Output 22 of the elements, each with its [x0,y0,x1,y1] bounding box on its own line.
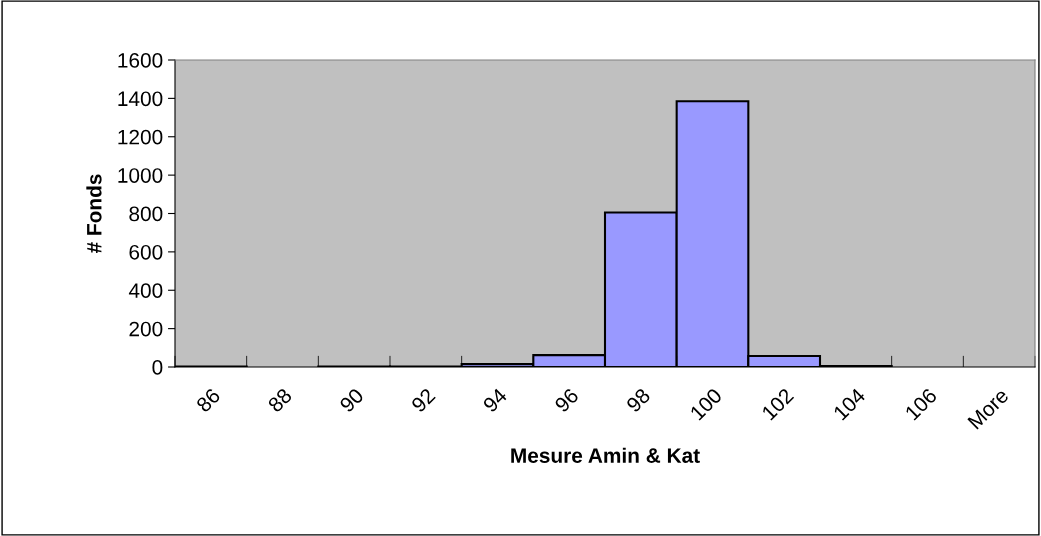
y-tick-label: 600 [129,244,163,260]
x-tick-label: 94 [482,387,508,413]
x-tick-label: 90 [338,387,365,413]
y-tick-label: 1400 [118,91,163,107]
y-tick-label: 200 [129,321,163,337]
y-tick-label: 1200 [118,129,163,145]
y-tick-label: 800 [129,206,163,222]
x-tick-label: 88 [267,387,293,414]
y-tick-label: 400 [128,283,163,298]
y-tick-label: 1600 [118,53,163,68]
x-tick-label: 96 [553,387,580,413]
x-tick-label: 86 [195,387,222,414]
x-tick-label: 102 [761,387,795,421]
y-tick-label: 1000 [118,168,163,183]
y-axis-title: # Fonds [86,174,102,254]
x-tick-label: 92 [410,387,436,413]
x-tick-label: 104 [832,387,867,421]
x-tick-label: 106 [904,387,938,421]
y-tick-label: 0 [152,360,163,375]
x-axis-title: Mesure Amin & Kat [511,447,700,463]
x-tick-label: 98 [625,387,652,413]
x-tick-label: 100 [689,387,723,421]
